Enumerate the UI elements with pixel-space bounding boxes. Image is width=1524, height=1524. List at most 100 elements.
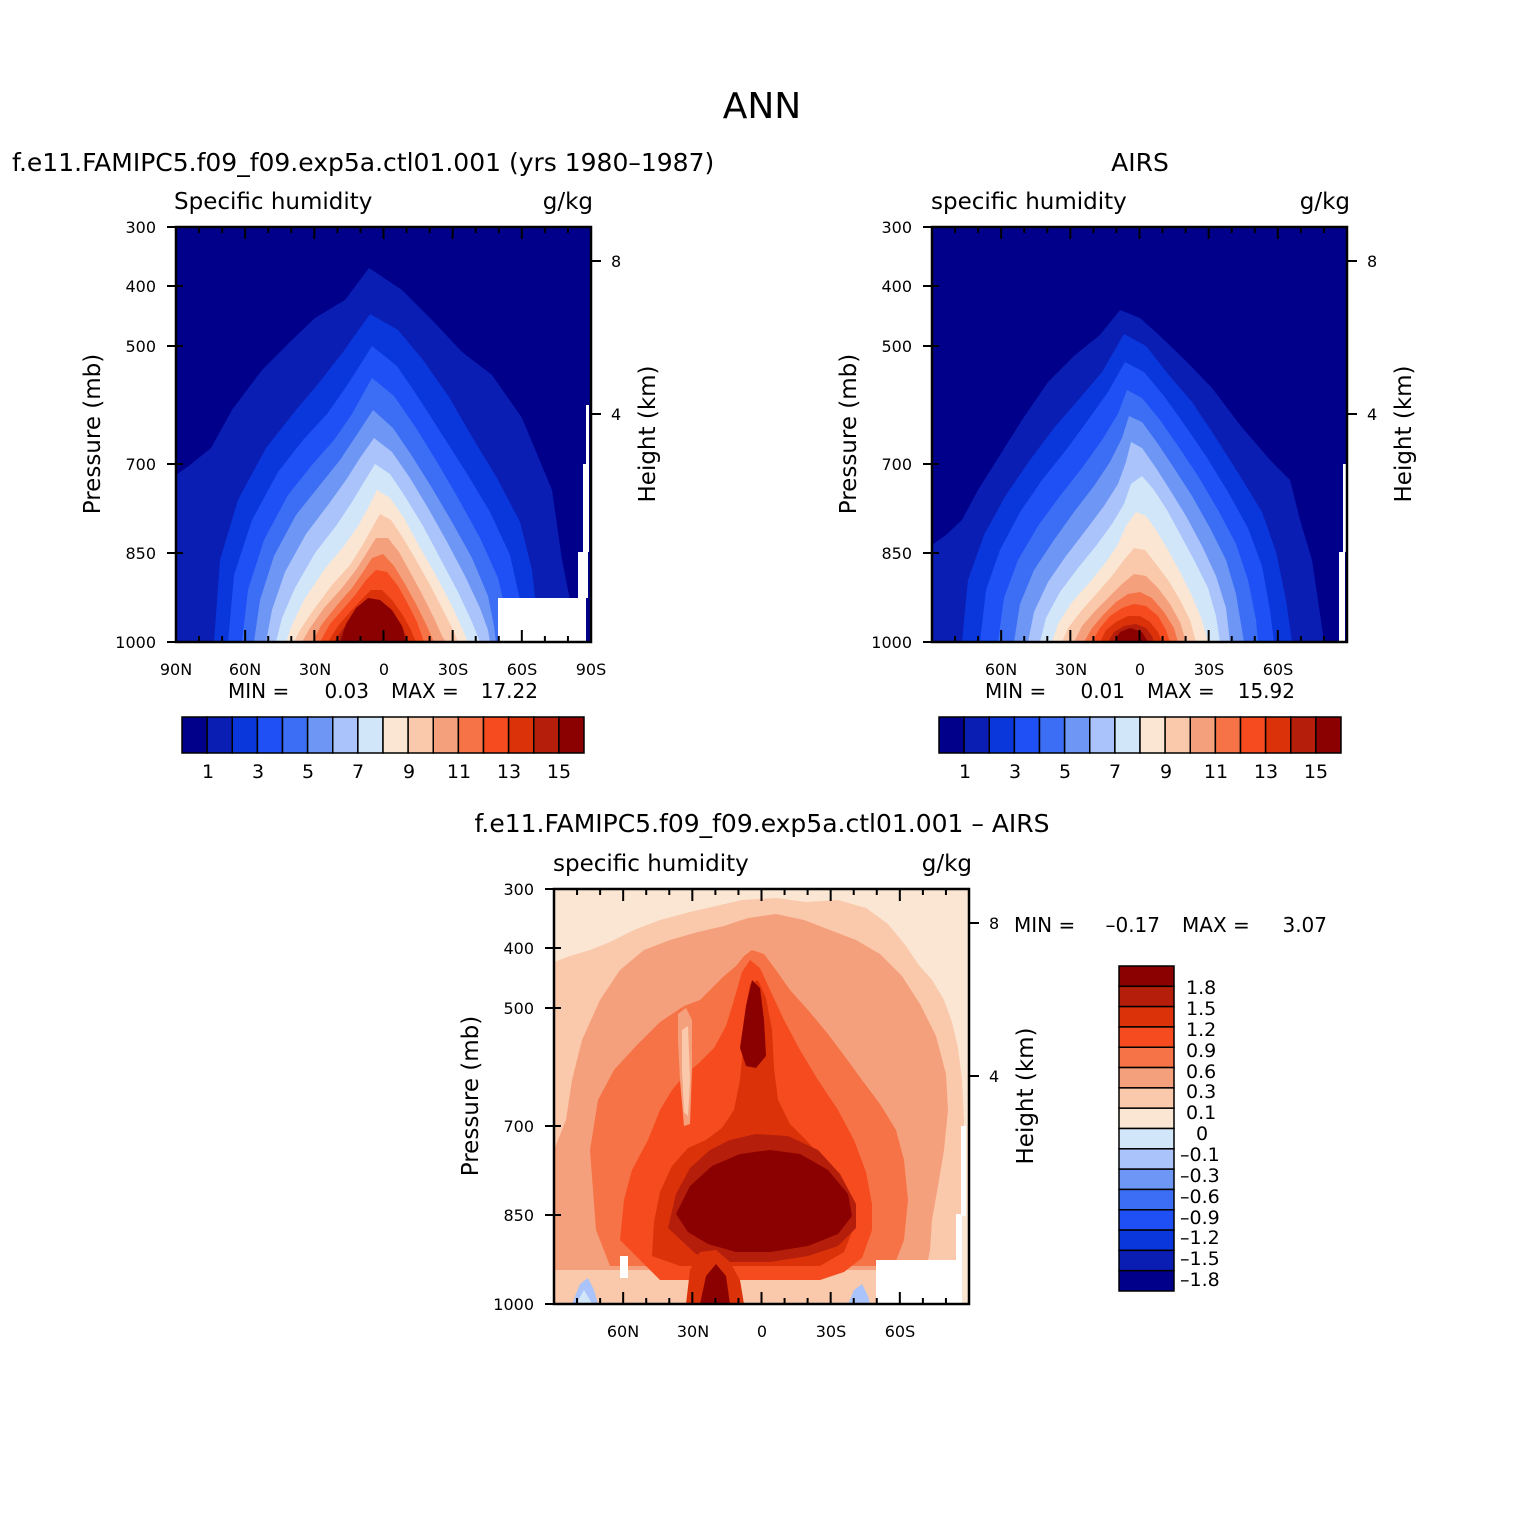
missing-data-region [498, 598, 586, 642]
colorbar-label: –0.9 [1180, 1207, 1220, 1229]
y-tick-1000: 1000 [115, 633, 156, 652]
panel-diff-ticks [545, 888, 979, 1305]
x-tick-90N: 90N [160, 660, 192, 679]
colorbar-label: –1.2 [1180, 1227, 1220, 1249]
colorbar-label: 0.6 [1186, 1061, 1216, 1083]
y-tick-850: 850 [125, 544, 156, 563]
colorbar-swatch [357, 716, 384, 754]
colorbar-swatch [1118, 1249, 1175, 1272]
colorbar-label: 0.1 [1186, 1102, 1216, 1124]
colorbar-swatch [507, 716, 535, 754]
y-tick-850: 850 [503, 1206, 534, 1225]
colorbar-swatch [1118, 1229, 1175, 1252]
y-tick-700: 700 [503, 1117, 534, 1136]
panel-model-min-value: 0.03 [324, 679, 369, 703]
x-tick-60N: 60N [607, 1322, 639, 1341]
colorbar-swatch [1290, 716, 1317, 754]
colorbar-swatch [1013, 716, 1041, 754]
colorbar-label: 9 [1160, 761, 1172, 783]
colorbar-label: 15 [1304, 761, 1328, 783]
figure-title: ANN [723, 86, 802, 127]
missing-data-region [583, 464, 589, 552]
x-tick-60S: 60S [507, 660, 538, 679]
panel-diff-units: g/kg [922, 851, 972, 877]
colorbar-label: 1 [959, 761, 971, 783]
x-tick-30N: 30N [299, 660, 331, 679]
panel-model-contours [176, 227, 591, 642]
colorbar-swatch [1264, 716, 1292, 754]
colorbar-swatch [1118, 1188, 1175, 1211]
panel-model-max-label: MAX = [391, 679, 459, 703]
panel-airs-ylabel: Pressure (mb) [836, 354, 862, 514]
colorbar-swatch [1118, 1066, 1175, 1089]
colorbar-label: –0.1 [1180, 1144, 1220, 1166]
y-tick-300: 300 [125, 218, 156, 237]
colorbar-label: –0.6 [1180, 1186, 1220, 1208]
y-tick-1000: 1000 [871, 633, 912, 652]
panel-airs-max-value: 15.92 [1238, 679, 1295, 703]
missing-data-region [586, 405, 589, 464]
contour-band [576, 1290, 592, 1304]
colorbar-swatch [231, 716, 259, 754]
colorbar-swatch [1118, 1127, 1175, 1150]
colorbar-label: 3 [1009, 761, 1021, 783]
colorbar-label: 1.8 [1186, 977, 1216, 999]
colorbar-label: 0.9 [1186, 1040, 1216, 1062]
colorbar-swatch [206, 716, 233, 754]
missing-data-region [876, 1260, 956, 1304]
colorbar-swatch [938, 716, 965, 754]
colorbar-swatch [1118, 1209, 1175, 1231]
panel-airs-title: AIRS [1111, 148, 1169, 177]
colorbar-label: 15 [547, 761, 571, 783]
x-tick-30N: 30N [677, 1322, 709, 1341]
missing-data-region [1343, 464, 1346, 552]
colorbar-swatch [1164, 716, 1191, 754]
colorbar-label: –1.5 [1180, 1248, 1220, 1270]
colorbar-label: 7 [352, 761, 364, 783]
panel-diff-ylabel: Pressure (mb) [458, 1016, 484, 1176]
colorbar-label: 5 [1059, 761, 1071, 783]
x-tick-60N: 60N [985, 660, 1017, 679]
panel-diff-title: f.e11.FAMIPC5.f09_f09.exp5a.ctl01.001 – … [474, 809, 1049, 838]
colorbar-swatch [1118, 1107, 1175, 1130]
colorbar-swatch [1118, 1005, 1175, 1028]
x-tick-60N: 60N [229, 660, 261, 679]
panel-model-title: f.e11.FAMIPC5.f09_f09.exp5a.ctl01.001 (y… [12, 148, 714, 177]
y-right-tick-8: 8 [1367, 252, 1377, 271]
y-tick-400: 400 [503, 939, 534, 958]
colorbar-label: 11 [447, 761, 471, 783]
colorbar-swatch [281, 716, 309, 754]
panel-diff-max-value: 3.07 [1282, 913, 1327, 937]
colorbar-swatch [1118, 1269, 1175, 1292]
missing-data-region [1339, 552, 1345, 642]
colorbar-label: 11 [1204, 761, 1228, 783]
colorbar-swatch [457, 716, 485, 754]
colorbar-swatch [1189, 716, 1217, 754]
missing-data-region [578, 552, 588, 598]
colorbar-swatch [1139, 716, 1166, 754]
panel-model-left-label: Specific humidity [174, 189, 372, 215]
colorbar-swatch [1063, 716, 1091, 754]
contour-band [340, 598, 406, 642]
x-tick-30S: 30S [816, 1322, 847, 1341]
panel-airs-colorbar [938, 716, 1342, 754]
panel-model-colorbar [181, 716, 585, 754]
x-tick-0: 0 [1135, 660, 1145, 679]
colorbar-label: 0.3 [1186, 1081, 1216, 1103]
contour-band [676, 1150, 852, 1252]
colorbar-swatch [382, 716, 409, 754]
colorbar-swatch [988, 716, 1016, 754]
panel-airs-min-label: MIN = [985, 679, 1046, 703]
x-tick-90S: 90S [576, 660, 607, 679]
x-tick-30N: 30N [1055, 660, 1087, 679]
colorbar-swatch [1118, 1148, 1175, 1170]
panel-model-ylabel: Pressure (mb) [80, 354, 106, 514]
contour-band [700, 1264, 730, 1304]
colorbar-swatch [332, 716, 359, 754]
colorbar-label: 3 [252, 761, 264, 783]
colorbar-label: 5 [302, 761, 314, 783]
contour-band [740, 980, 766, 1068]
panel-diff-ylabel-right: Height (km) [1013, 1027, 1039, 1164]
x-tick-30S: 30S [1194, 660, 1225, 679]
y-right-tick-4: 4 [1367, 405, 1377, 424]
